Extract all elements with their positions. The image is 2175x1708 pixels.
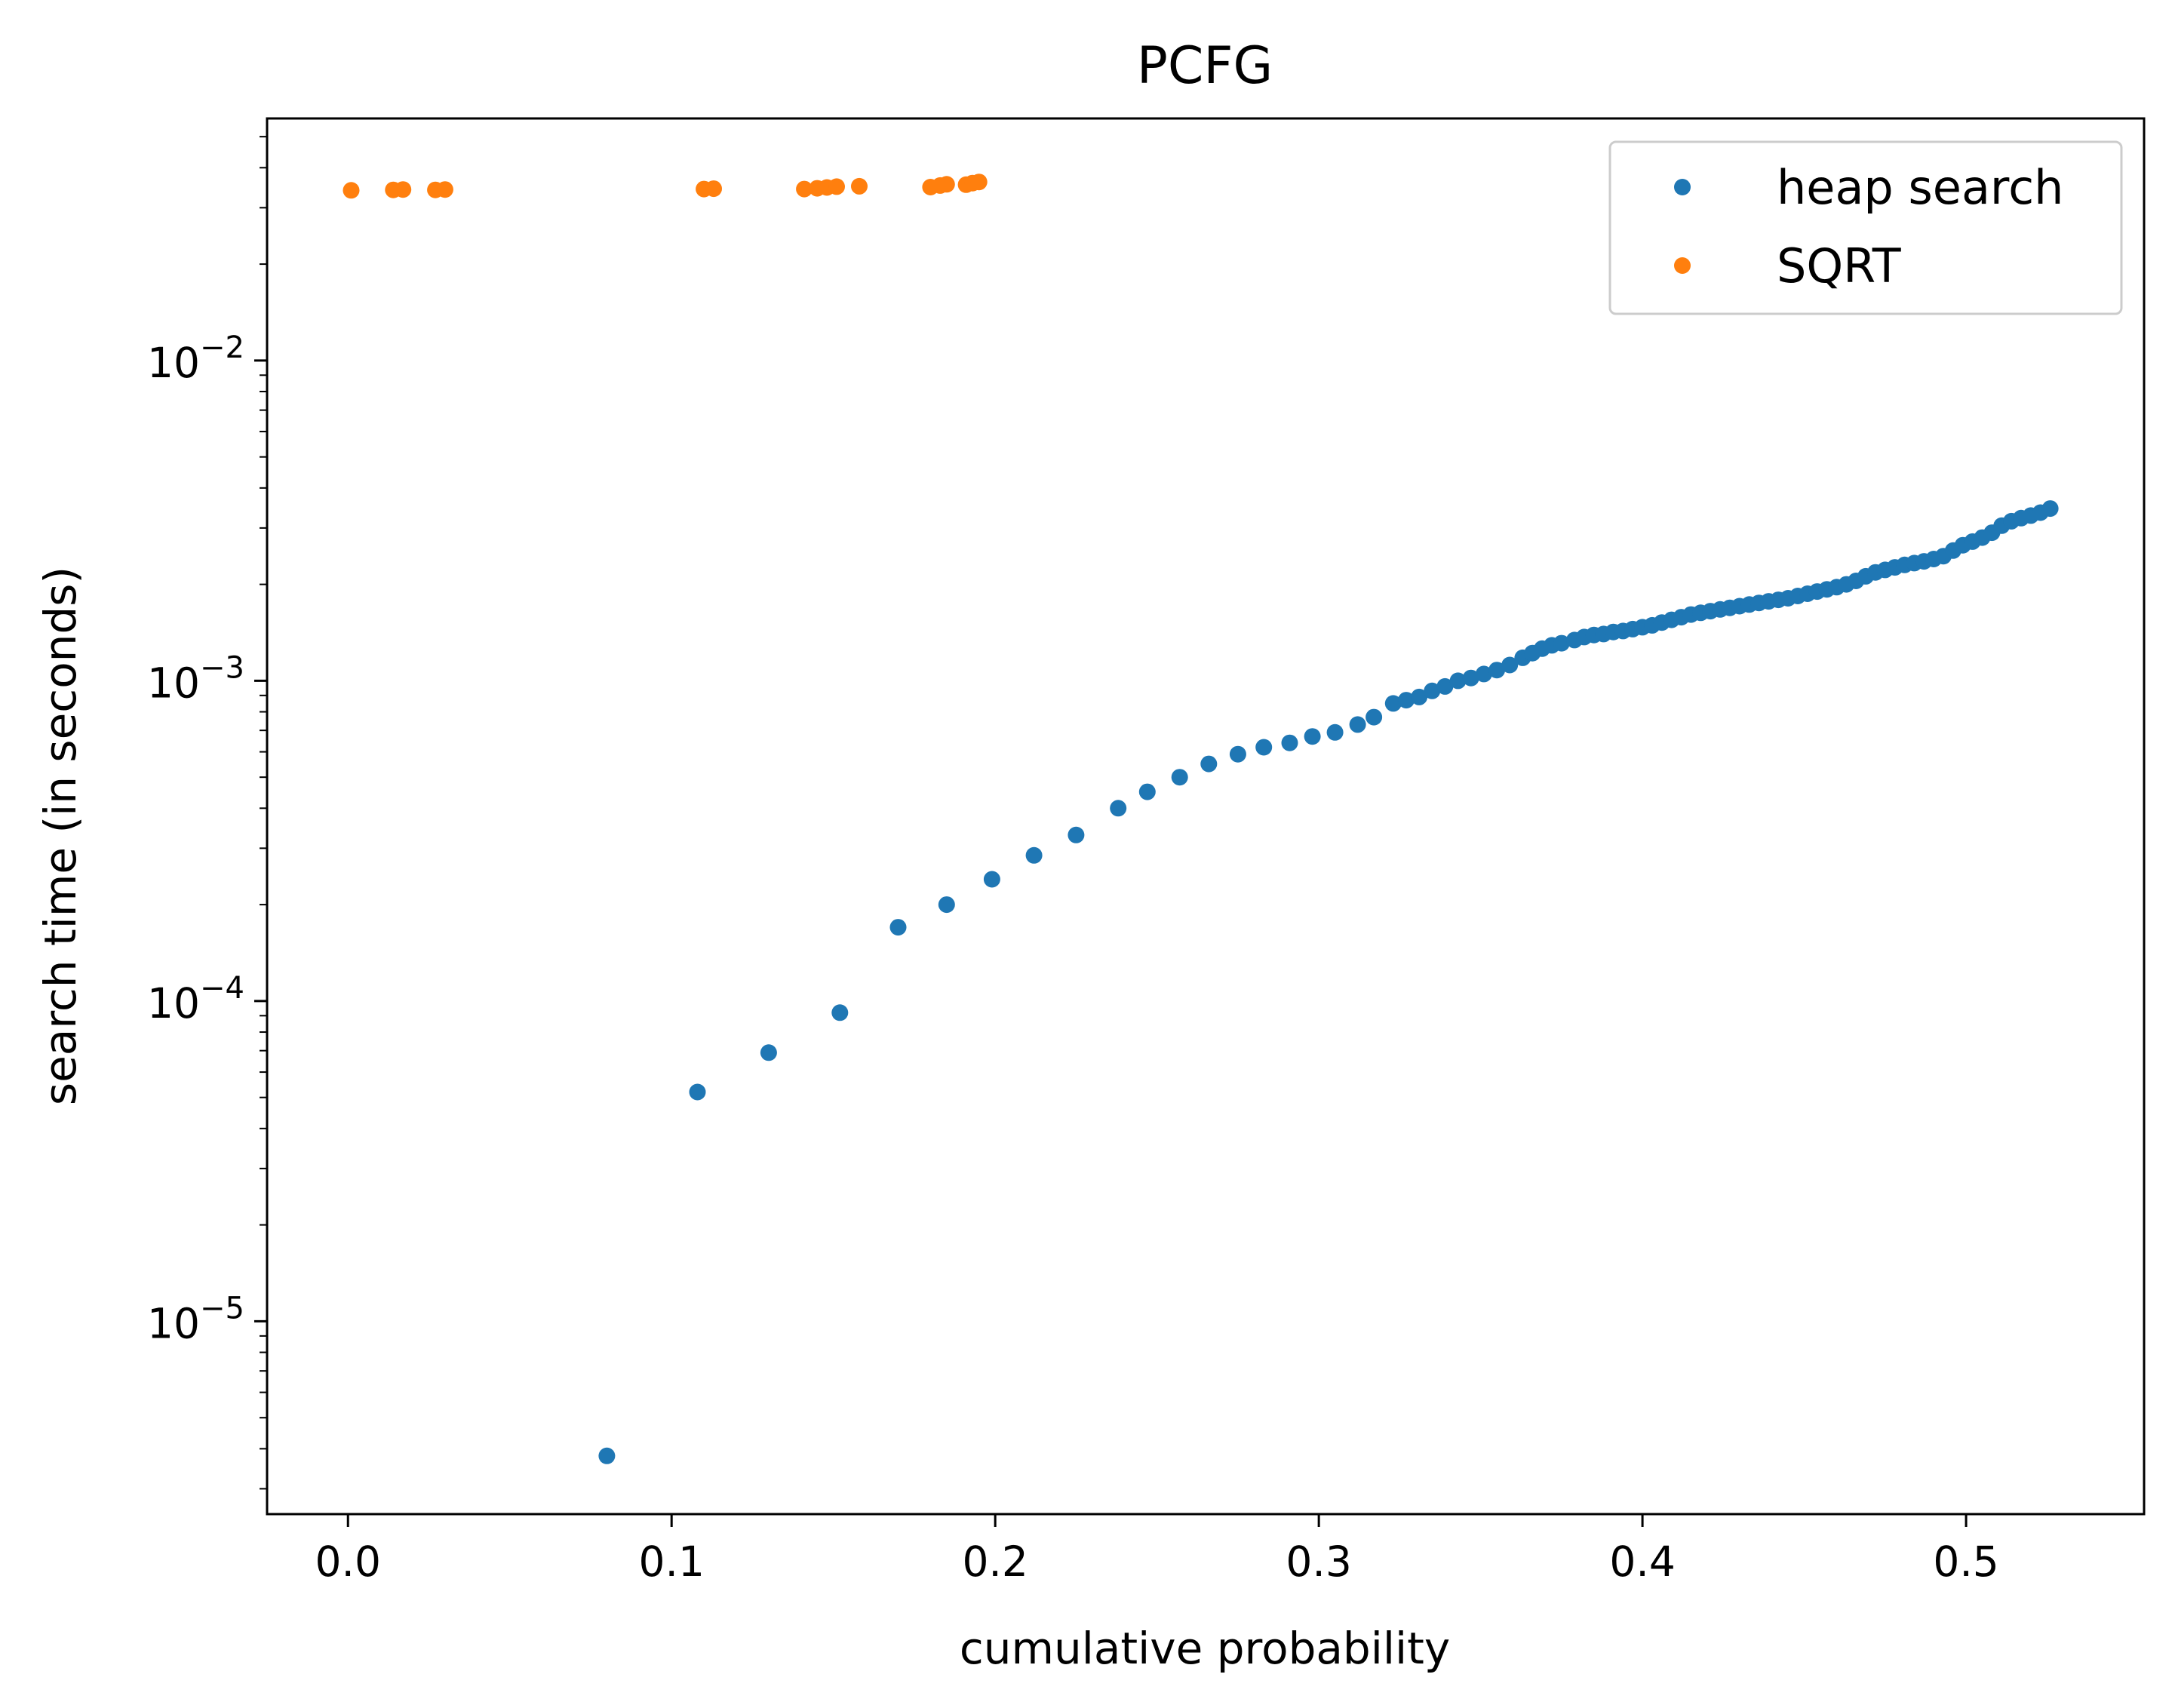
data-point xyxy=(851,177,868,195)
data-point xyxy=(889,919,907,936)
series-1 xyxy=(343,174,988,199)
x-tick-label: 0.2 xyxy=(962,1538,1028,1586)
chart-title: PCFG xyxy=(1137,36,1273,96)
y-tick-label: 10−2 xyxy=(147,330,244,387)
data-point xyxy=(598,1447,616,1464)
x-axis-ticks: 0.0 0.1 0.2 0.3 0.4 0.5 xyxy=(315,1514,1999,1586)
data-point xyxy=(436,181,453,198)
data-point xyxy=(1304,728,1321,745)
data-point xyxy=(1424,682,1441,699)
data-point xyxy=(1171,769,1188,786)
data-point xyxy=(828,178,845,195)
y-tick-label: 10−3 xyxy=(147,650,244,707)
data-point xyxy=(689,1083,706,1101)
data-point xyxy=(1475,665,1492,683)
x-axis-label: cumulative probability xyxy=(960,1623,1450,1674)
data-point xyxy=(1488,662,1506,679)
data-point xyxy=(343,182,360,199)
data-point xyxy=(395,181,412,198)
data-point xyxy=(938,896,955,914)
series-0 xyxy=(598,500,2059,1464)
data-point xyxy=(1138,783,1156,800)
x-tick-label: 0.0 xyxy=(315,1538,381,1586)
y-axis-ticks: 10−5 10−4 10−3 10−2 xyxy=(147,136,267,1490)
data-point xyxy=(831,1004,849,1021)
x-tick-label: 0.4 xyxy=(1609,1538,1675,1586)
data-point xyxy=(938,176,955,193)
legend-marker xyxy=(1674,257,1691,274)
plot-frame xyxy=(266,117,2146,1516)
data-point xyxy=(1553,634,1570,652)
data-point xyxy=(970,174,988,191)
data-point xyxy=(1110,800,1127,817)
legend-box xyxy=(1608,140,2123,315)
plot-area xyxy=(266,117,2146,1516)
data-point xyxy=(1068,826,1085,843)
data-point xyxy=(983,871,1000,888)
legend-label: SQRT xyxy=(1777,238,1902,293)
data-point xyxy=(760,1044,777,1061)
data-point xyxy=(1449,672,1467,690)
data-point xyxy=(1200,755,1218,773)
data-point xyxy=(1436,677,1454,695)
x-tick-label: 0.3 xyxy=(1286,1538,1351,1586)
legend: heap search SQRT xyxy=(1608,140,2123,315)
x-tick-label: 0.5 xyxy=(1933,1538,1998,1586)
data-point xyxy=(796,180,813,198)
y-tick-label: 10−4 xyxy=(147,971,244,1028)
data-point xyxy=(1281,734,1298,751)
y-axis-label: search time (in seconds) xyxy=(35,567,86,1105)
legend-marker xyxy=(1674,179,1691,195)
data-point xyxy=(1398,692,1415,709)
data-point xyxy=(1501,656,1519,674)
legend-label: heap search xyxy=(1777,160,2063,215)
data-point xyxy=(1326,723,1344,741)
data-point xyxy=(1411,688,1428,705)
data-point xyxy=(1025,846,1043,864)
data-point xyxy=(705,180,722,198)
data-point xyxy=(1349,716,1366,733)
data-point xyxy=(1255,739,1273,756)
y-tick-label: 10−5 xyxy=(147,1291,244,1347)
data-point xyxy=(1229,745,1246,763)
data-point xyxy=(1366,708,1383,726)
data-point xyxy=(1462,669,1479,687)
x-tick-label: 0.1 xyxy=(638,1538,704,1586)
data-point xyxy=(1384,695,1402,712)
data-point xyxy=(2041,500,2059,518)
